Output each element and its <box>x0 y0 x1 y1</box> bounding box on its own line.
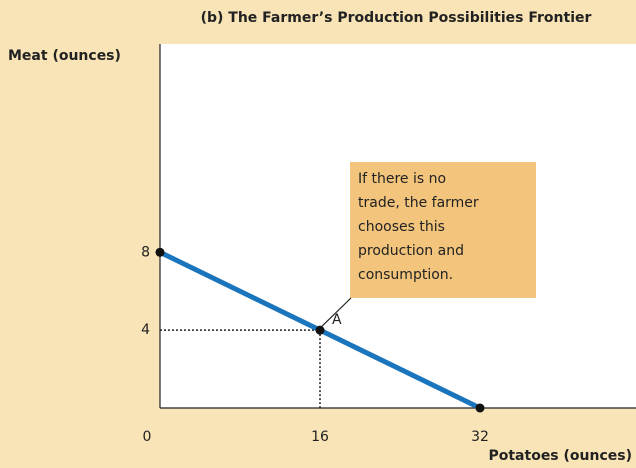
data-point <box>315 325 325 335</box>
annotation-pointer <box>321 297 352 327</box>
data-point <box>155 247 165 257</box>
chart-title: (b) The Farmer’s Production Possibilitie… <box>201 10 592 26</box>
x-tick-label: 0 <box>143 429 152 445</box>
x-tick-label: 32 <box>471 429 489 445</box>
annotation-text: If there is no <box>358 171 446 187</box>
y-tick-label: 4 <box>141 322 150 338</box>
annotation-text: trade, the farmer <box>358 195 479 211</box>
annotation-text: chooses this <box>358 219 445 235</box>
x-axis-label: Potatoes (ounces) <box>488 448 632 464</box>
annotation-box <box>350 162 536 298</box>
data-point <box>475 403 485 413</box>
annotation-text: production and <box>358 243 464 259</box>
point-label: A <box>332 312 342 328</box>
y-tick-label: 8 <box>141 244 150 260</box>
y-axis-label: Meat (ounces) <box>8 48 121 64</box>
annotation-text: consumption. <box>358 267 453 283</box>
x-tick-label: 16 <box>311 429 329 445</box>
